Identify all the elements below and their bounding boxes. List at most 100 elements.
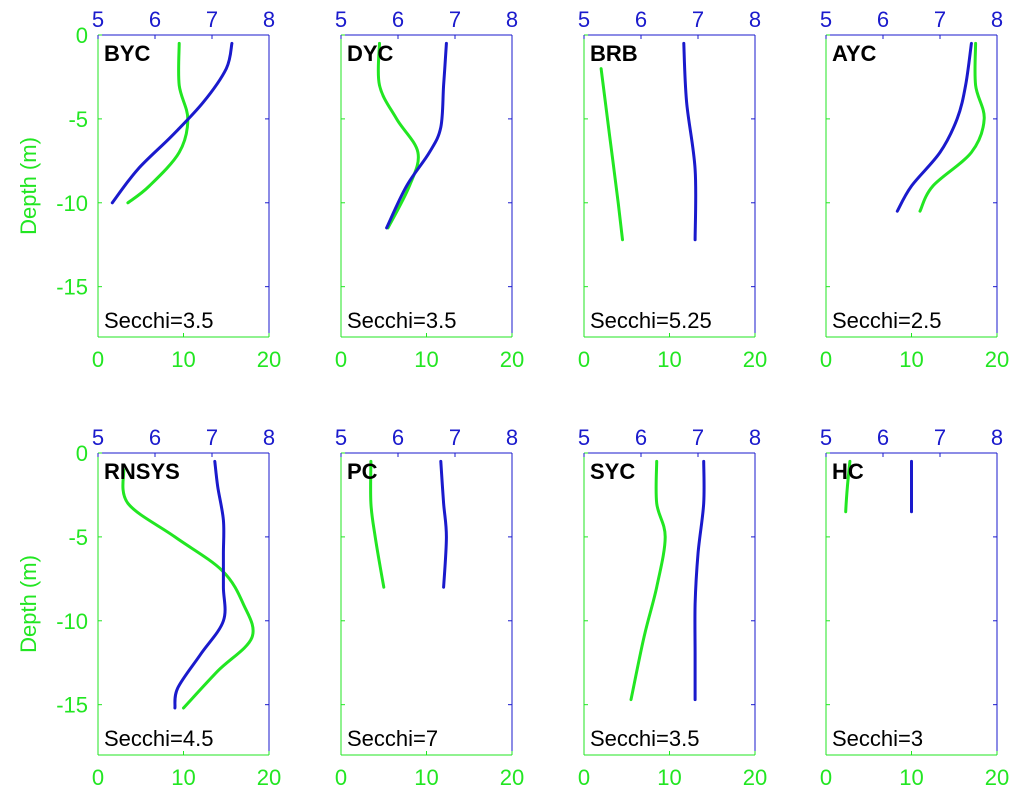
top-tick-label: 8 [263, 7, 275, 32]
bottom-tick-label: 0 [578, 765, 590, 790]
bottom-tick-label: 20 [985, 765, 1009, 790]
panel-rnsys: 0 -5 -10 -15 0 10 20 5 6 7 8 RNSYS Secchi=4.5 [56, 425, 281, 790]
secchi-label: Secchi=3 [832, 726, 923, 751]
bottom-tick-label: 0 [820, 765, 832, 790]
bottom-tick-label: 10 [414, 765, 438, 790]
panel-hc: 0 10 20 5 6 7 8 HC Secchi=3 [820, 425, 1009, 790]
series-line-blue [895, 41, 973, 213]
bottom-tick-label: 20 [985, 347, 1009, 372]
y-tick-label: -10 [56, 609, 88, 634]
site-label: SYC [590, 459, 635, 484]
secchi-label: Secchi=2.5 [832, 308, 941, 333]
series-line-blue [385, 41, 448, 230]
bottom-tick-label: 0 [335, 347, 347, 372]
secchi-label: Secchi=5.25 [590, 308, 712, 333]
top-tick-label: 6 [392, 425, 404, 450]
secchi-label: Secchi=4.5 [104, 726, 213, 751]
secchi-label: Secchi=7 [347, 726, 438, 751]
top-tick-label: 5 [92, 7, 104, 32]
series-line-green [376, 41, 420, 230]
top-tick-label: 8 [506, 7, 518, 32]
bottom-tick-label: 20 [500, 765, 524, 790]
y-tick-label: -15 [56, 693, 88, 718]
bottom-tick-label: 10 [414, 347, 438, 372]
bottom-tick-label: 20 [257, 347, 281, 372]
series-line-blue [173, 459, 227, 710]
secchi-label: Secchi=3.5 [347, 308, 456, 333]
panel-brb: 0 10 20 5 6 7 8 BRB Secchi=5.25 [578, 7, 767, 372]
top-tick-label: 7 [449, 425, 461, 450]
top-tick-label: 8 [991, 425, 1003, 450]
top-tick-label: 5 [335, 425, 347, 450]
series-line-green [918, 41, 986, 213]
bottom-tick-label: 0 [820, 347, 832, 372]
top-tick-label: 7 [934, 7, 946, 32]
y-tick-label: -15 [56, 275, 88, 300]
site-label: BRB [590, 41, 638, 66]
top-tick-label: 8 [263, 425, 275, 450]
bottom-tick-label: 0 [335, 765, 347, 790]
top-tick-label: 6 [149, 425, 161, 450]
top-tick-label: 5 [92, 425, 104, 450]
bottom-tick-label: 10 [657, 765, 681, 790]
site-label: PC [347, 459, 378, 484]
bottom-tick-label: 0 [92, 347, 104, 372]
top-tick-label: 7 [449, 7, 461, 32]
series-line-green [599, 67, 624, 242]
bottom-tick-label: 0 [92, 765, 104, 790]
series-line-green [629, 459, 667, 702]
top-tick-label: 6 [149, 7, 161, 32]
site-label: BYC [104, 41, 151, 66]
series-line-green [844, 459, 852, 514]
top-tick-label: 5 [820, 7, 832, 32]
top-tick-label: 5 [820, 425, 832, 450]
panel-syc: 0 10 20 5 6 7 8 SYC Secchi=3.5 [578, 425, 767, 790]
bottom-tick-label: 10 [657, 347, 681, 372]
y-tick-label: -10 [56, 191, 88, 216]
top-tick-label: 6 [635, 7, 647, 32]
site-label: DYC [347, 41, 394, 66]
top-tick-label: 7 [692, 425, 704, 450]
series-line-blue [693, 459, 706, 702]
site-label: RNSYS [104, 459, 180, 484]
secchi-label: Secchi=3.5 [590, 726, 699, 751]
y-tick-label: 0 [76, 441, 88, 466]
top-tick-label: 6 [877, 7, 889, 32]
panel-dyc: 0 10 20 5 6 7 8 DYC Secchi=3.5 [335, 7, 524, 372]
top-tick-label: 8 [506, 425, 518, 450]
top-tick-label: 6 [877, 425, 889, 450]
top-tick-label: 6 [635, 425, 647, 450]
top-tick-label: 5 [578, 7, 590, 32]
series-line-green [126, 41, 190, 205]
secchi-label: Secchi=3.5 [104, 308, 213, 333]
series-line-blue [682, 41, 698, 242]
top-tick-label: 5 [578, 425, 590, 450]
bottom-tick-label: 20 [743, 347, 767, 372]
top-tick-label: 7 [934, 425, 946, 450]
y-tick-label: 0 [76, 23, 88, 48]
bottom-tick-label: 20 [743, 765, 767, 790]
bottom-tick-label: 10 [171, 765, 195, 790]
panel-byc: 0 -5 -10 -15 0 10 20 5 6 7 8 BYC Secchi=3.5 [56, 7, 281, 372]
panel-pc: 0 10 20 5 6 7 8 PC Secchi=7 [335, 425, 524, 790]
top-tick-label: 8 [749, 425, 761, 450]
top-tick-label: 8 [991, 7, 1003, 32]
top-tick-label: 5 [335, 7, 347, 32]
top-tick-label: 7 [206, 7, 218, 32]
top-tick-label: 7 [206, 425, 218, 450]
site-label: AYC [832, 41, 877, 66]
site-label: HC [832, 459, 864, 484]
series-line-blue [110, 41, 234, 205]
top-tick-label: 8 [749, 7, 761, 32]
y-tick-label: -5 [68, 107, 88, 132]
series-line-blue [439, 459, 448, 589]
y-axis-label-row-1: Depth (m) [16, 137, 41, 235]
bottom-tick-label: 20 [257, 765, 281, 790]
bottom-tick-label: 10 [899, 347, 923, 372]
bottom-tick-label: 10 [171, 347, 195, 372]
series-line-green [369, 459, 386, 589]
series-line-green [121, 468, 255, 710]
bottom-tick-label: 0 [578, 347, 590, 372]
